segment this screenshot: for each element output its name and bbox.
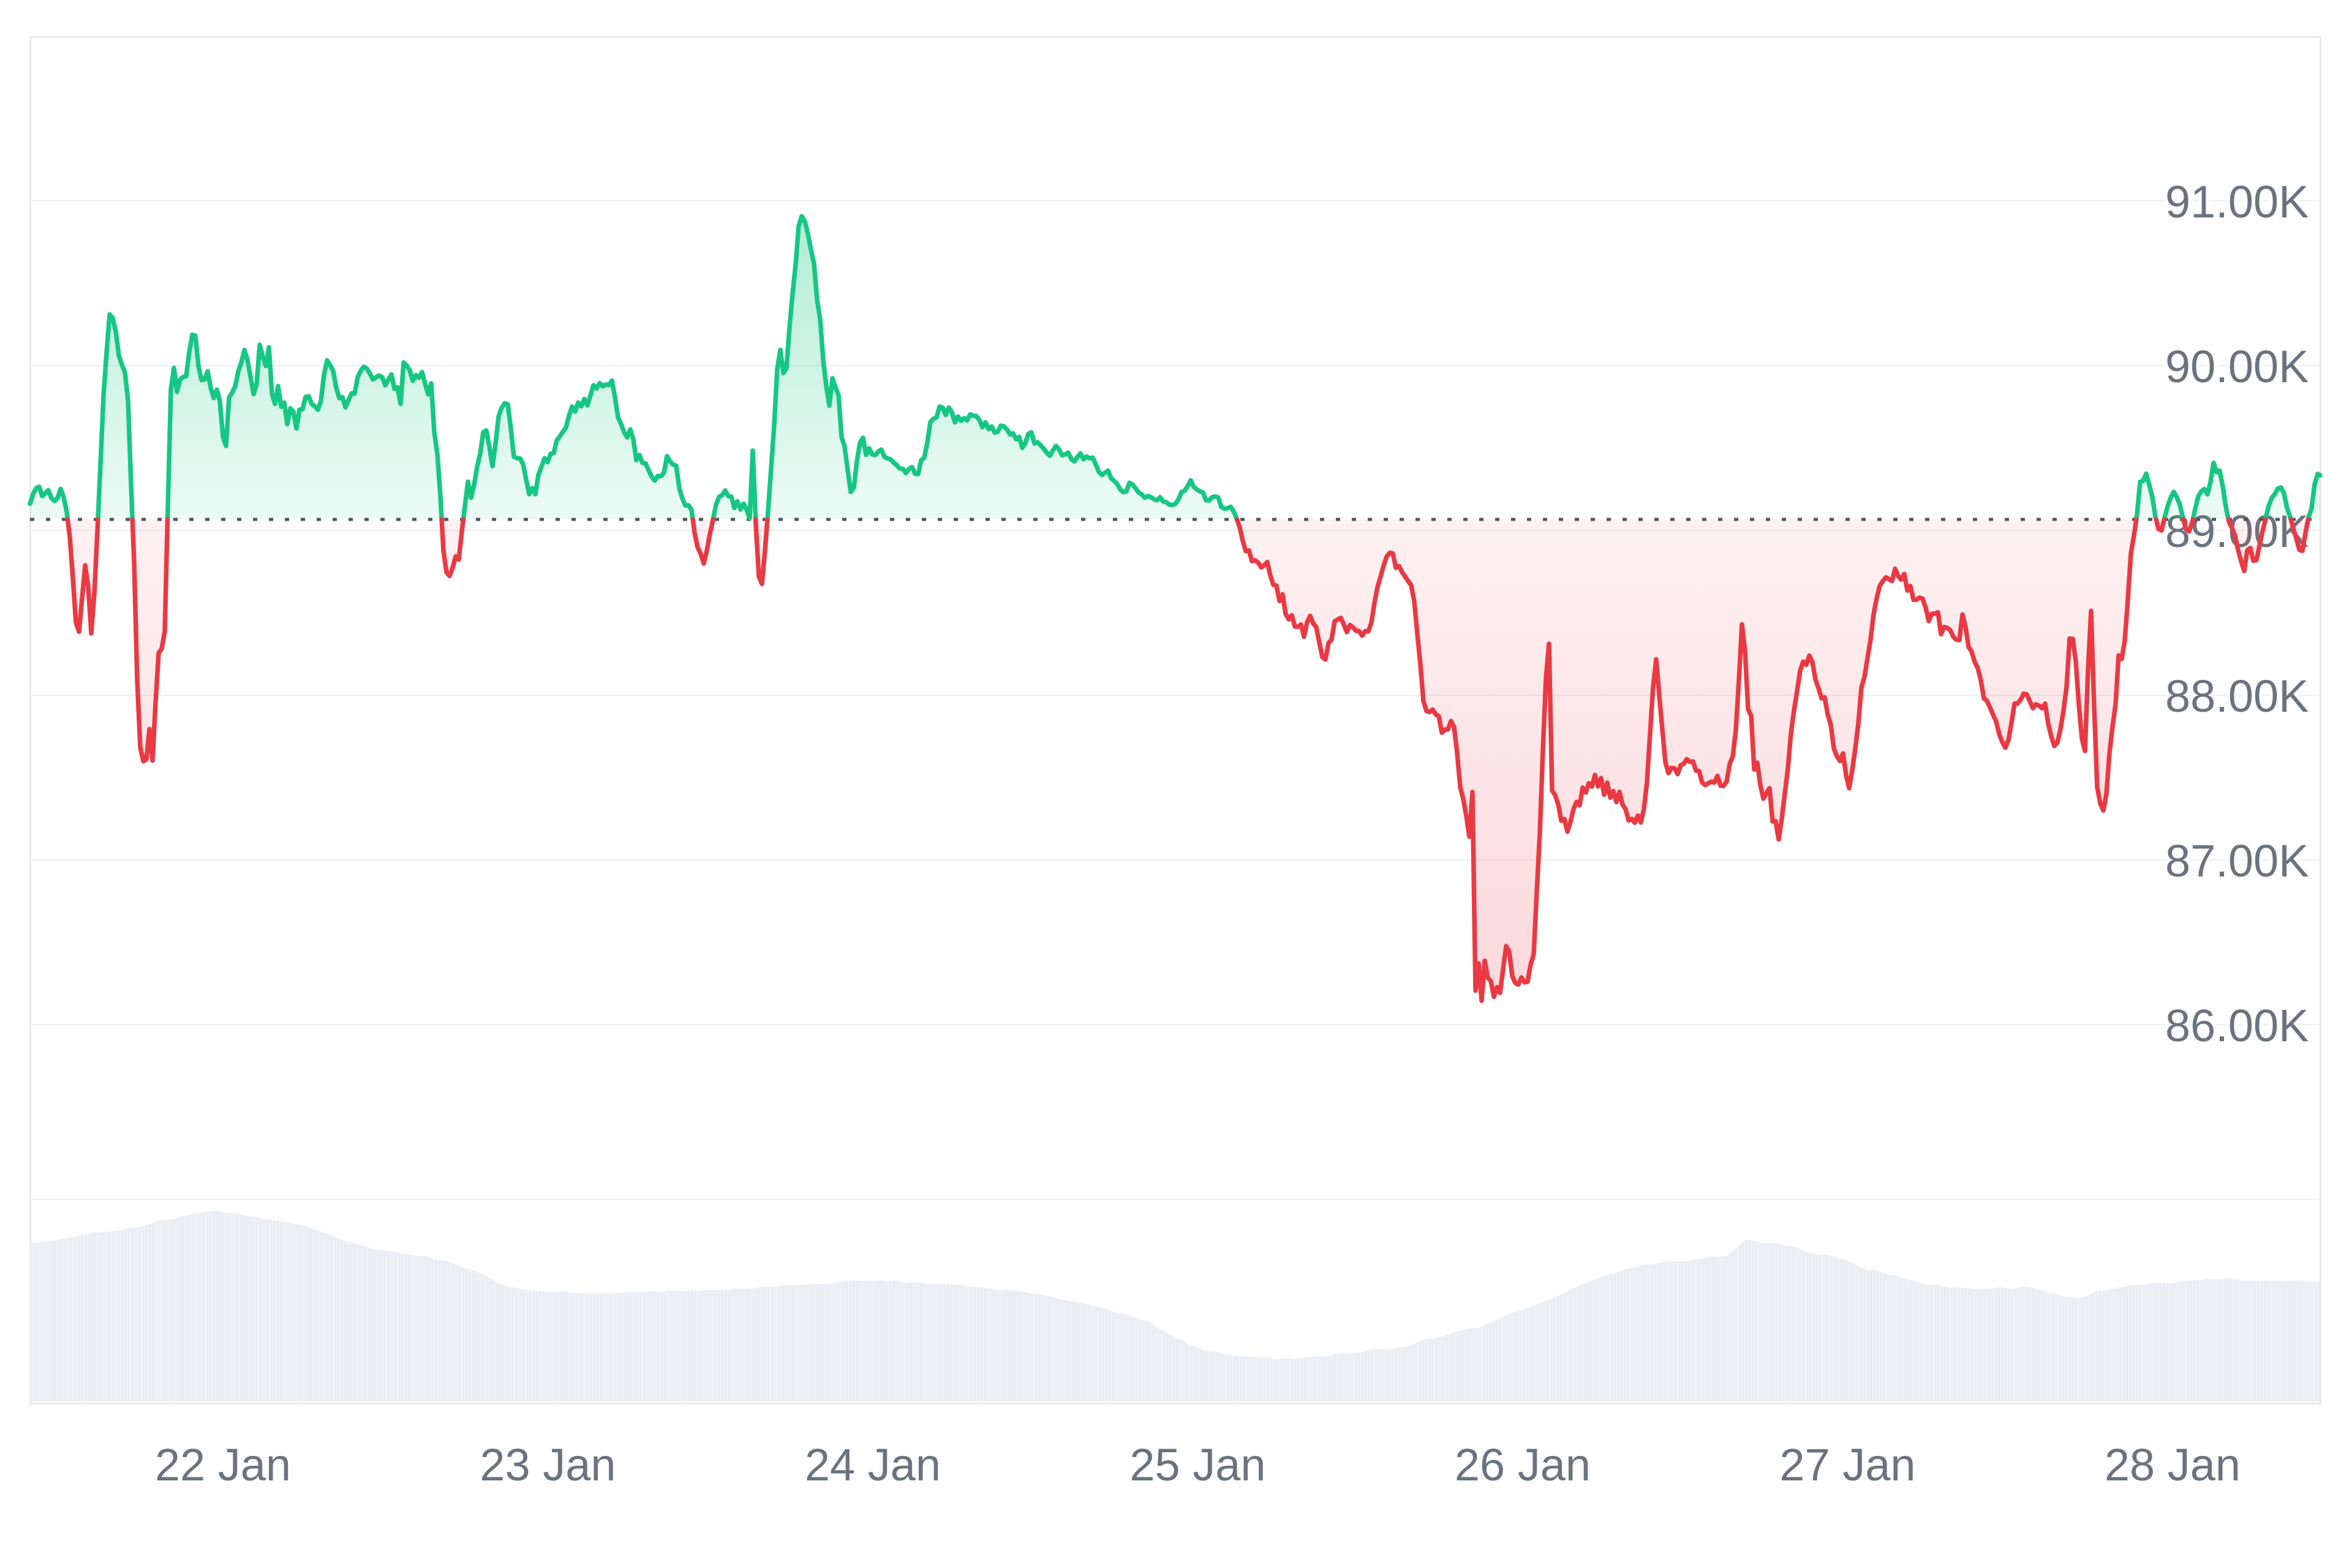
svg-text:27 Jan: 27 Jan bbox=[1779, 1439, 1915, 1490]
svg-text:25 Jan: 25 Jan bbox=[1129, 1439, 1265, 1490]
svg-text:24 Jan: 24 Jan bbox=[805, 1439, 941, 1490]
svg-text:87.00K: 87.00K bbox=[2165, 835, 2309, 886]
svg-text:88.00K: 88.00K bbox=[2165, 671, 2309, 722]
svg-text:23 Jan: 23 Jan bbox=[480, 1439, 616, 1490]
svg-text:26 Jan: 26 Jan bbox=[1455, 1439, 1591, 1490]
svg-text:28 Jan: 28 Jan bbox=[2105, 1439, 2241, 1490]
svg-text:86.00K: 86.00K bbox=[2165, 1000, 2309, 1051]
svg-text:91.00K: 91.00K bbox=[2165, 176, 2309, 227]
svg-text:90.00K: 90.00K bbox=[2165, 341, 2309, 392]
svg-text:22 Jan: 22 Jan bbox=[155, 1439, 291, 1490]
